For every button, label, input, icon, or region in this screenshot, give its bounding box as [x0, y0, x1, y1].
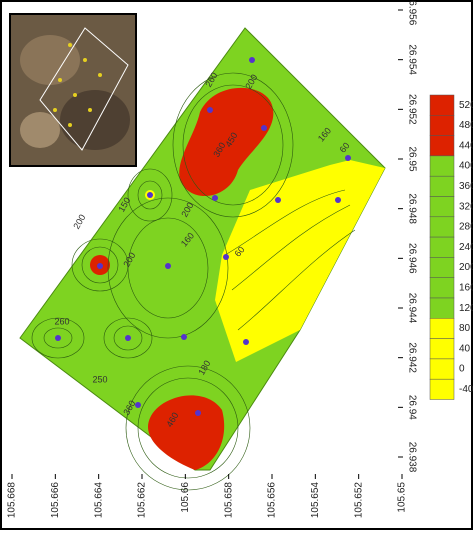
- y-tick-label: 26.948: [406, 193, 417, 224]
- contour-label: 260: [54, 316, 69, 326]
- inset-photo: [9, 13, 137, 167]
- y-tick-label: 26.938: [406, 442, 417, 473]
- x-tick-label: 105.65: [397, 482, 408, 513]
- y-tick-label: 26.956: [406, 0, 417, 26]
- x-tick-label: 105.668: [7, 482, 18, 519]
- red-zone: [179, 87, 274, 197]
- red-zone: [148, 395, 225, 470]
- y-tick-label: 26.942: [406, 342, 417, 373]
- y-tick-label: 26.946: [406, 243, 417, 274]
- contour-lines: [31, 72, 356, 491]
- y-tick-label: 26.94: [406, 395, 417, 420]
- y-tick-label: 26.952: [406, 94, 417, 125]
- colorbar-label: 200: [459, 262, 473, 273]
- x-tick-label: 105.652: [353, 482, 364, 519]
- x-tick-label: 105.656: [267, 482, 278, 519]
- contour-map: 260 2003601606015020020016060260180250200…: [19, 27, 386, 491]
- x-tick-label: 105.662: [137, 482, 148, 519]
- colorbar-swatch: [429, 115, 455, 136]
- colorbar-swatch: [429, 378, 455, 400]
- colorbar-swatch: [429, 155, 455, 177]
- colorbar-swatch: [429, 175, 455, 197]
- yellow-zone: [215, 160, 385, 362]
- colorbar-label: -40: [459, 384, 473, 395]
- colorbar-swatch: [429, 135, 455, 157]
- colorbar-swatch: [429, 257, 455, 278]
- colorbar-label: 40: [459, 343, 471, 354]
- colorbar-label: 280: [459, 222, 473, 233]
- x-tick-label: 105.658: [223, 482, 234, 519]
- contour-label: 250: [92, 374, 107, 384]
- colorbar-swatch: [429, 196, 455, 218]
- x-tick-label: 105.66: [180, 482, 191, 513]
- colorbar-label: 520: [459, 100, 473, 111]
- colorbar-label: 0: [459, 364, 465, 375]
- y-tick-label: 26.954: [406, 44, 417, 75]
- colorbar-swatch: [429, 358, 455, 380]
- colorbar-swatch: [429, 318, 455, 339]
- colorbar-label: 80: [459, 323, 471, 334]
- colorbar-swatch: [429, 297, 455, 319]
- colorbar-label: 120: [459, 303, 473, 314]
- colorbar-label: 320: [459, 201, 473, 212]
- colorbar-swatch: [429, 338, 455, 360]
- colorbar-swatch: [429, 94, 455, 116]
- colorbar-label: 400: [459, 161, 473, 172]
- colorbar-label: 360: [459, 181, 473, 192]
- colorbar-swatch: [429, 236, 455, 258]
- colorbar-swatch: [429, 216, 455, 238]
- colorbar-swatch: [429, 277, 455, 299]
- colorbar-label: 440: [459, 140, 473, 151]
- colorbar-label: 480: [459, 120, 473, 131]
- sample-points: [55, 57, 351, 416]
- x-tick-label: 105.654: [310, 482, 321, 519]
- y-tick-label: 26.944: [406, 293, 417, 324]
- x-tick-label: 105.664: [93, 482, 104, 519]
- colorbar-label: 240: [459, 242, 473, 253]
- colorbar-label: 160: [459, 282, 473, 293]
- contour-label: 60: [337, 141, 351, 155]
- x-tick-label: 105.666: [50, 482, 61, 519]
- y-tick-label: 26.95: [406, 146, 417, 171]
- contour-label: 60: [232, 245, 246, 259]
